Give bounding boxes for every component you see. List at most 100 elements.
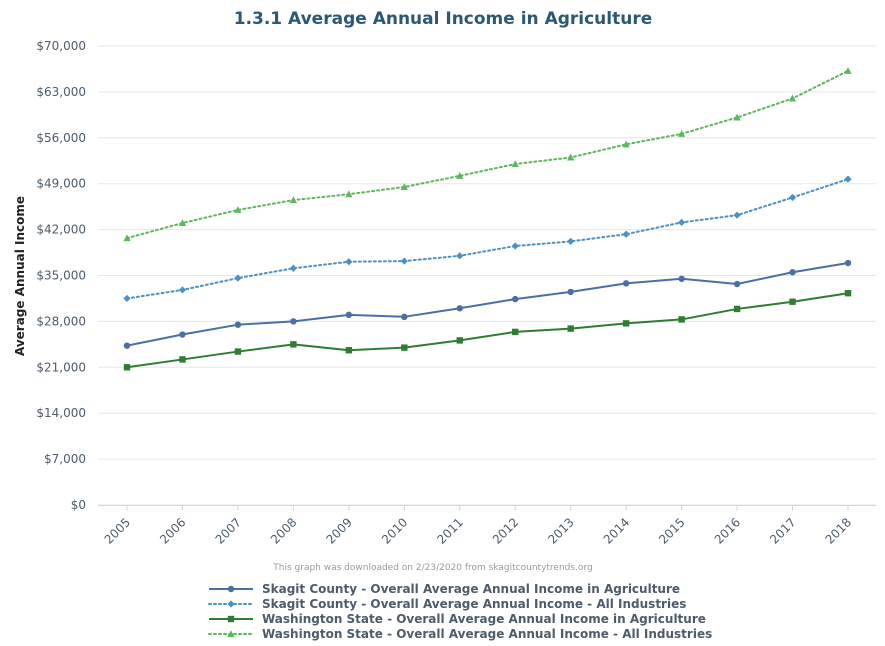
data-point xyxy=(678,218,686,226)
series-line xyxy=(126,262,849,347)
data-point xyxy=(622,320,630,327)
x-tick-label: 2005 xyxy=(102,515,133,546)
data-point xyxy=(511,160,519,168)
data-point xyxy=(678,130,686,137)
data-point xyxy=(289,264,297,272)
chart-legend: Skagit County - Overall Average Annual I… xyxy=(207,581,712,641)
data-point xyxy=(234,206,242,213)
data-point xyxy=(622,140,630,148)
x-tick-label: 2007 xyxy=(213,515,244,546)
y-tick-label: $49,000 xyxy=(36,177,86,191)
legend-item[interactable]: Washington State - Overall Average Annua… xyxy=(207,626,712,641)
y-tick-label: $14,000 xyxy=(36,406,86,420)
data-point xyxy=(345,258,353,266)
data-point xyxy=(123,294,131,303)
credits-text: This graph was downloaded on 2/23/2020 f… xyxy=(272,563,592,573)
legend-label: Skagit County - Overall Average Annual I… xyxy=(262,596,687,611)
data-point xyxy=(234,348,242,355)
data-point xyxy=(456,252,464,260)
series-line xyxy=(126,178,849,300)
data-point xyxy=(234,274,242,282)
data-point xyxy=(622,280,630,287)
data-point xyxy=(290,318,297,325)
legend-item[interactable]: Skagit County - Overall Average Annual I… xyxy=(207,596,712,611)
y-tick-label: $63,000 xyxy=(36,85,86,99)
data-point xyxy=(123,364,131,371)
x-tick-label: 2013 xyxy=(545,515,576,546)
legend-label: Washington State - Overall Average Annua… xyxy=(262,626,713,641)
legend-label: Skagit County - Overall Average Annual I… xyxy=(262,581,681,596)
y-tick-label: $0 xyxy=(71,498,86,512)
data-point xyxy=(567,153,575,161)
x-tick-label: 2009 xyxy=(323,515,354,546)
data-point xyxy=(123,234,131,242)
data-point xyxy=(844,290,852,297)
x-tick-label: 2015 xyxy=(656,515,687,546)
legend-item[interactable]: Skagit County - Overall Average Annual I… xyxy=(207,581,712,596)
x-axis-ticks: 2005 2006 2007 2008 2009 2010 2011 2012 2013 2014… xyxy=(98,505,876,547)
data-point xyxy=(844,67,852,74)
legend-swatch xyxy=(209,615,253,622)
y-tick-label: $56,000 xyxy=(36,131,86,145)
legend-swatch-marker xyxy=(227,615,235,622)
legend-label: Washington State - Overall Average Annua… xyxy=(262,611,706,626)
y-tick-label: $42,000 xyxy=(36,223,86,237)
series-line xyxy=(126,69,849,240)
gridlines xyxy=(98,45,876,506)
data-point xyxy=(345,190,353,198)
data-point xyxy=(844,175,852,183)
data-point xyxy=(733,305,741,313)
legend-swatch-marker xyxy=(227,599,235,608)
data-point xyxy=(401,313,408,321)
data-point xyxy=(234,321,242,328)
data-point xyxy=(400,183,408,190)
legend-swatch-marker xyxy=(227,585,235,592)
data-point xyxy=(733,280,741,288)
data-point xyxy=(789,298,796,305)
data-point xyxy=(456,172,464,179)
data-point xyxy=(733,211,741,219)
data-point xyxy=(567,288,574,296)
data-point xyxy=(512,295,519,303)
data-point xyxy=(289,196,297,204)
legend-swatch-marker xyxy=(227,629,235,637)
data-point xyxy=(567,325,574,332)
x-tick-label: 2018 xyxy=(823,515,854,546)
y-tick-label: $28,000 xyxy=(36,314,86,328)
data-point xyxy=(788,94,797,102)
x-tick-label: 2008 xyxy=(268,515,299,546)
y-axis-ticks: $0 $7,000 $14,000 $21,000 $28,000 $35,000 $42,… xyxy=(36,39,86,512)
chart-title: 1.3.1 Average Annual Income in Agricultu… xyxy=(234,9,653,29)
legend-item[interactable]: Washington State - Overall Average Annua… xyxy=(207,611,712,626)
x-tick-label: 2012 xyxy=(490,515,521,546)
x-tick-label: 2016 xyxy=(712,515,743,546)
data-point xyxy=(178,219,187,227)
legend-swatch xyxy=(208,599,254,608)
data-point xyxy=(179,331,186,338)
x-tick-label: 2017 xyxy=(767,515,798,546)
data-point xyxy=(511,242,519,250)
data-point xyxy=(678,275,685,282)
data-point xyxy=(345,347,353,354)
data-point xyxy=(345,311,353,319)
y-tick-label: $7,000 xyxy=(44,452,86,466)
series-1 xyxy=(123,259,852,349)
series-group xyxy=(123,67,852,371)
data-point xyxy=(567,237,575,246)
data-point xyxy=(179,356,186,363)
x-tick-label: 2014 xyxy=(601,515,632,546)
series-2 xyxy=(123,175,852,303)
legend-swatch xyxy=(208,629,254,637)
data-point xyxy=(622,230,630,238)
data-point xyxy=(401,344,408,351)
y-axis-label: Average Annual Income xyxy=(13,196,27,356)
x-tick-label: 2010 xyxy=(379,515,410,546)
series-line xyxy=(126,292,849,369)
data-point xyxy=(178,286,187,294)
x-tick-label: 2006 xyxy=(157,515,188,546)
y-tick-label: $35,000 xyxy=(36,269,86,283)
y-tick-label: $70,000 xyxy=(36,39,86,53)
data-point xyxy=(456,305,463,312)
data-point xyxy=(456,337,463,344)
